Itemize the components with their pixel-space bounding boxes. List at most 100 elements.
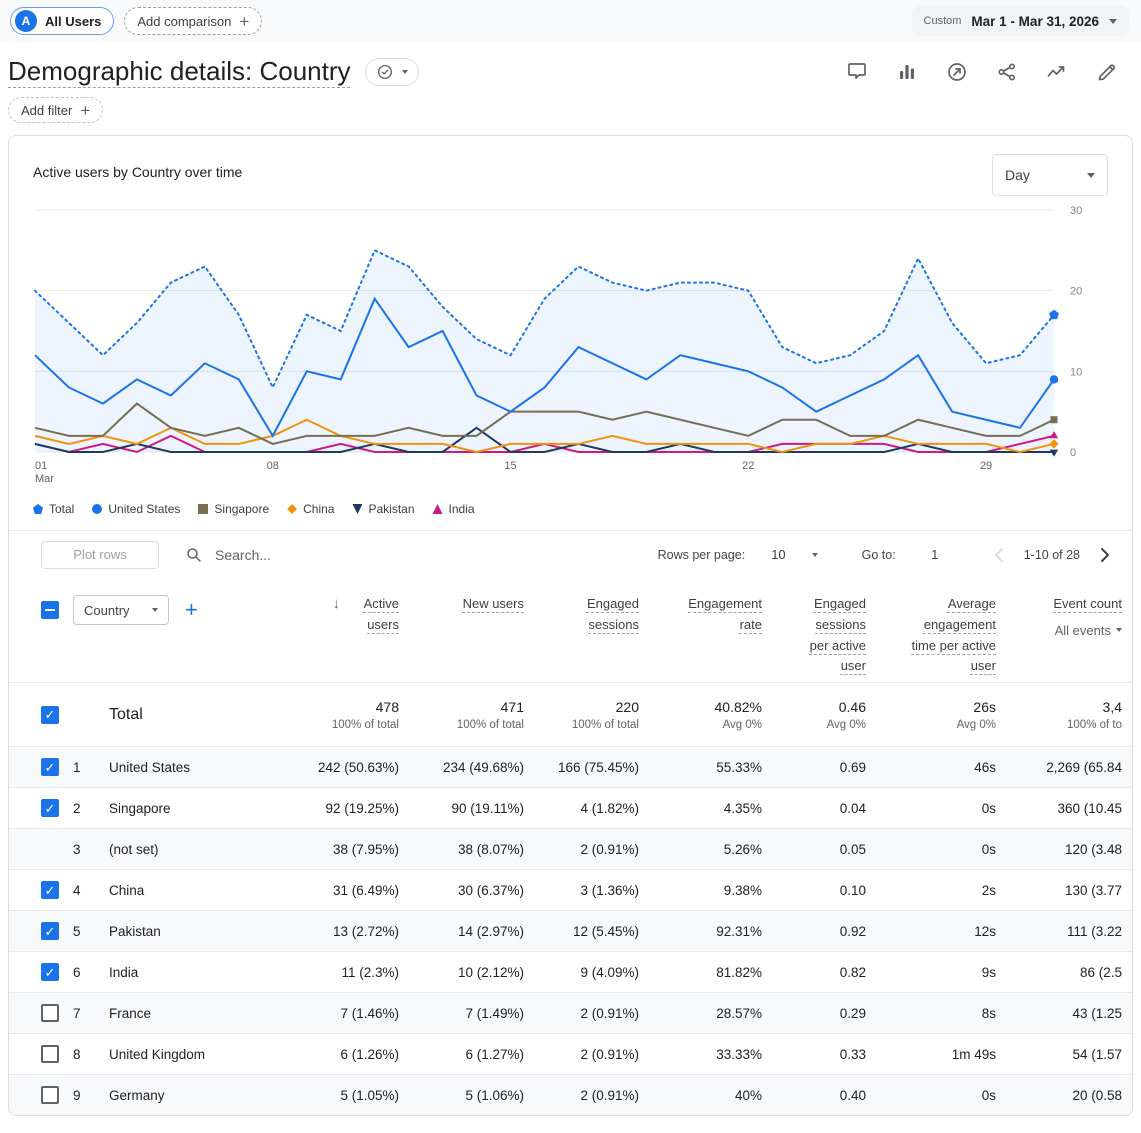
date-range-type: Custom [923, 15, 962, 27]
event-type-selector[interactable]: All events [1055, 623, 1122, 638]
next-page-icon[interactable] [1094, 545, 1114, 565]
metric-cell: 120 (3.48 [1064, 841, 1122, 857]
metric-cell: 242 (50.63%) [317, 759, 399, 775]
legend-item-total[interactable]: Total [33, 502, 74, 516]
plot-rows-button[interactable]: Plot rows [41, 540, 159, 569]
table-toolbar: Plot rows Rows per page: 10 Go to: 1-10 … [9, 530, 1132, 578]
row-dimension: Pakistan [109, 923, 161, 939]
comparison-avatar: A [15, 10, 37, 32]
metric-cell: 30 (6.37%) [457, 882, 524, 898]
metric-cell: 0s [981, 800, 996, 816]
metric-cell: 111 (3.22 [1066, 923, 1122, 939]
legend-item-singapore[interactable]: Singapore [198, 502, 269, 516]
table-row: 8 United Kingdom 6 (1.26%) 6 (1.27%) 2 (0.91… [9, 1033, 1132, 1074]
table-row: 9 Germany 5 (1.05%) 5 (1.06%) 2 (0.91%) 40% 0.… [9, 1074, 1132, 1115]
edit-icon[interactable] [1095, 60, 1119, 84]
row-checkbox[interactable] [41, 1004, 59, 1022]
row-checkbox[interactable]: ✓ [41, 922, 59, 940]
column-header-engaged-sessions-per-user[interactable]: Engaged sessions per active user [809, 596, 866, 674]
select-all-checkbox[interactable] [41, 601, 59, 619]
svg-text:22: 22 [742, 460, 754, 472]
legend-item-united-states[interactable]: United States [92, 502, 180, 516]
target-icon[interactable] [945, 60, 969, 84]
legend-label: United States [108, 502, 181, 516]
pentagon-marker-icon [33, 504, 43, 514]
column-header-active-users[interactable]: ↓ Active users [332, 595, 400, 632]
previous-page-icon[interactable] [990, 545, 1010, 565]
share-icon[interactable] [995, 60, 1019, 84]
row-checkbox[interactable] [41, 1086, 59, 1104]
date-range-selector[interactable]: Custom Mar 1 - Mar 31, 2026 [911, 6, 1129, 36]
metric-cell: 2 (0.91%) [580, 1005, 639, 1021]
chart-columns-icon[interactable] [895, 60, 919, 84]
column-header-avg-engagement-time[interactable]: Average engagement time per active user [911, 596, 996, 674]
metric-cell: 86 (2.5 [1079, 964, 1122, 980]
svg-text:10: 10 [1070, 366, 1082, 378]
go-to-input[interactable] [913, 547, 956, 562]
legend-item-china[interactable]: China [287, 502, 334, 516]
total-label: Total [109, 705, 143, 723]
chevron-down-icon [401, 69, 408, 74]
add-comparison-button[interactable]: Add comparison + [124, 7, 263, 35]
dimension-value: Country [84, 602, 130, 618]
pagination-range: 1-10 of 28 [1023, 547, 1080, 562]
metric-cell: 7 (1.49%) [465, 1005, 524, 1021]
metric-cell: 130 (3.77 [1064, 882, 1122, 898]
column-header-engagement-rate[interactable]: Engagement rate [688, 596, 762, 632]
table-row: 7 France 7 (1.46%) 7 (1.49%) 2 (0.91%) 28.57%… [9, 992, 1132, 1033]
page-title[interactable]: Demographic details: Country [8, 56, 351, 86]
metric-cell: 2,269 (65.84 [1046, 759, 1122, 775]
add-filter-button[interactable]: Add filter + [8, 97, 104, 123]
table-search[interactable] [185, 546, 415, 564]
row-dimension: Germany [109, 1087, 165, 1103]
check-circle-icon [376, 63, 394, 81]
svg-text:15: 15 [504, 460, 516, 472]
report-header: Demographic details: Country [0, 42, 1141, 87]
report-status-badge[interactable] [364, 57, 419, 86]
metric-cell: 55.33% [716, 759, 762, 775]
legend-item-pakistan[interactable]: Pakistan [352, 502, 415, 516]
legend-item-india[interactable]: India [432, 502, 475, 516]
metric-cell: 0s [981, 1087, 996, 1103]
search-input[interactable] [215, 546, 415, 563]
row-checkbox[interactable]: ✓ [41, 963, 59, 981]
table-header-row: Country + ↓ Active users New users Engag… [9, 578, 1132, 682]
chart-title: Active users by Country over time [33, 164, 243, 180]
add-comparison-label: Add comparison [137, 13, 232, 29]
metric-cell: 0s [981, 841, 996, 857]
metric-cell: 9 (4.09%) [580, 964, 639, 980]
all-users-chip[interactable]: A All Users [10, 7, 115, 35]
column-header-event-count[interactable]: Event count All events [1053, 596, 1122, 638]
metric-cell: 166 (75.45%) [557, 759, 639, 775]
row-index: 3 [73, 841, 81, 857]
plus-icon: + [239, 11, 250, 31]
metric-cell: 9.38% [723, 882, 762, 898]
total-checkbox[interactable]: ✓ [41, 705, 59, 724]
triangle-down-marker-icon [352, 504, 363, 514]
legend-label: Pakistan [368, 502, 415, 516]
row-checkbox[interactable]: ✓ [41, 881, 59, 899]
insights-icon[interactable] [1045, 60, 1069, 84]
metric-cell: 5 (1.06%) [465, 1087, 524, 1103]
rows-per-page-selector[interactable]: 10 [771, 547, 818, 562]
metric-cell: 38 (8.07%) [457, 841, 524, 857]
metric-cell: 8s [981, 1005, 996, 1021]
column-header-engaged-sessions[interactable]: Engaged sessions [586, 596, 639, 632]
row-checkbox[interactable] [41, 1045, 59, 1063]
granularity-selector[interactable]: Day [992, 154, 1108, 196]
metric-cell: 13 (2.72%) [332, 923, 399, 939]
column-header-new-users[interactable]: New users [462, 596, 524, 611]
metric-cell: 0.69 [839, 759, 866, 775]
chevron-down-icon [1109, 18, 1117, 24]
row-index: 4 [73, 882, 81, 898]
feedback-icon[interactable] [845, 60, 869, 84]
row-checkbox[interactable]: ✓ [41, 758, 59, 776]
add-dimension-button[interactable]: + [185, 597, 198, 622]
metric-cell: 0.33 [839, 1046, 866, 1062]
row-checkbox[interactable]: ✓ [41, 799, 59, 817]
dimension-selector[interactable]: Country [73, 595, 169, 625]
metric-cell: 28.57% [716, 1005, 762, 1021]
metric-cell: 5 (1.05%) [340, 1087, 399, 1103]
